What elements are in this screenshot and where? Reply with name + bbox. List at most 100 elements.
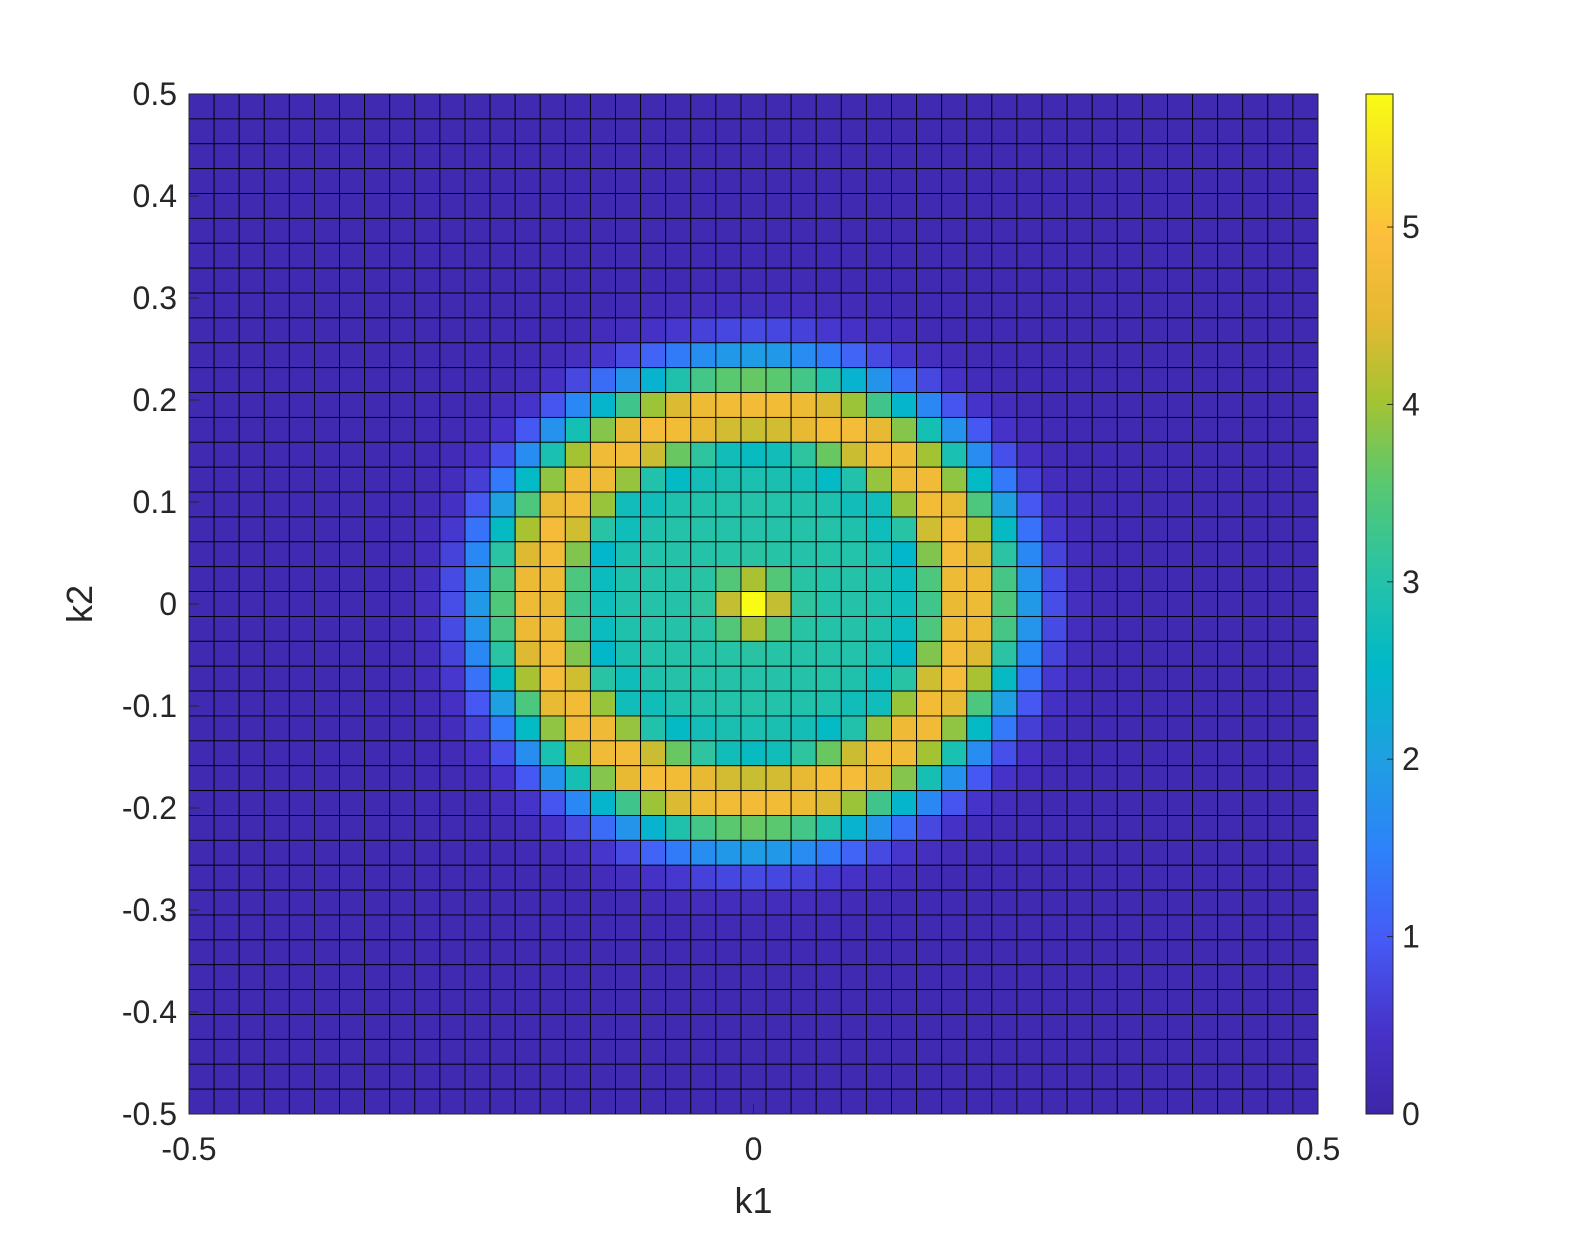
heatmap-cell — [640, 292, 667, 319]
heatmap-cell — [1091, 342, 1118, 369]
heatmap-cell — [991, 392, 1018, 418]
heatmap-cell — [213, 939, 240, 966]
heatmap-cell — [966, 292, 993, 319]
heatmap-cell — [389, 1088, 416, 1115]
heatmap-cell — [690, 491, 717, 518]
heatmap-cell — [690, 566, 717, 593]
x-tick-label: -0.5 — [161, 1131, 216, 1167]
heatmap-cell — [213, 914, 240, 941]
heatmap-cell — [1091, 1063, 1118, 1090]
heatmap-cell — [991, 765, 1018, 792]
heatmap-cell — [288, 516, 315, 543]
heatmap-cell — [263, 815, 290, 841]
heatmap-cell — [765, 939, 792, 966]
x-tick-label: 0 — [745, 1131, 763, 1167]
heatmap-cell — [1116, 267, 1143, 294]
heatmap-cell — [439, 242, 466, 269]
heatmap-cell — [765, 640, 792, 667]
heatmap-cell — [188, 392, 215, 418]
heatmap-cell — [1292, 740, 1319, 767]
heatmap-cell — [941, 193, 968, 219]
heatmap-cell — [690, 317, 717, 344]
heatmap-cell — [665, 889, 692, 916]
heatmap-cell — [865, 964, 892, 991]
heatmap-cell — [389, 740, 416, 767]
heatmap-cell — [188, 367, 215, 393]
heatmap-cell — [865, 93, 892, 120]
heatmap-cell — [213, 491, 240, 518]
heatmap-cell — [313, 566, 340, 593]
heatmap-cell — [740, 118, 767, 145]
heatmap-cell — [840, 367, 867, 393]
heatmap-cell — [1242, 566, 1269, 593]
heatmap-cell — [263, 640, 290, 667]
heatmap-cell — [464, 466, 491, 493]
heatmap-cell — [389, 790, 416, 816]
heatmap-cell — [539, 964, 566, 991]
heatmap-cell — [414, 914, 441, 941]
heatmap-cell — [464, 889, 491, 916]
heatmap-cell — [615, 267, 642, 294]
heatmap-cell — [389, 690, 416, 717]
heatmap-cell — [815, 441, 842, 468]
heatmap-cell — [439, 989, 466, 1015]
heatmap-cell — [263, 193, 290, 219]
heatmap-cell — [1041, 168, 1068, 194]
heatmap-cell — [1116, 441, 1143, 468]
heatmap-cell — [564, 541, 591, 568]
heatmap-cell — [765, 317, 792, 344]
heatmap-cell — [238, 466, 265, 493]
heatmap-cell — [539, 491, 566, 518]
heatmap-cell — [916, 217, 943, 244]
heatmap-cell — [790, 516, 817, 543]
heatmap-cell — [941, 143, 968, 170]
heatmap-cell — [288, 640, 315, 667]
heatmap-cell — [188, 292, 215, 319]
heatmap-cell — [514, 466, 541, 493]
heatmap-cell — [263, 1063, 290, 1090]
heatmap-cell — [238, 242, 265, 269]
heatmap-cell — [389, 615, 416, 642]
y-tick-label: 0 — [159, 586, 177, 622]
heatmap-cell — [389, 267, 416, 294]
heatmap-cell — [464, 1014, 491, 1040]
heatmap-cell — [1192, 118, 1219, 145]
heatmap-cell — [966, 790, 993, 816]
heatmap-cell — [564, 690, 591, 717]
heatmap-cell — [615, 665, 642, 692]
heatmap-cell — [665, 516, 692, 543]
heatmap-cell — [414, 491, 441, 518]
heatmap-cell — [439, 143, 466, 170]
heatmap-cell — [1267, 591, 1294, 617]
heatmap-cell — [1242, 193, 1269, 219]
heatmap-cell — [213, 640, 240, 667]
heatmap-cell — [1091, 1014, 1118, 1040]
heatmap-cell — [891, 392, 918, 418]
heatmap-cell — [815, 914, 842, 941]
heatmap-cell — [263, 914, 290, 941]
heatmap-cell — [389, 168, 416, 194]
heatmap-cell — [966, 392, 993, 418]
heatmap-cell — [1217, 790, 1244, 816]
heatmap-cell — [263, 342, 290, 369]
heatmap-cell — [213, 889, 240, 916]
heatmap-cell — [665, 740, 692, 767]
heatmap-cell — [364, 640, 391, 667]
heatmap-cell — [815, 143, 842, 170]
heatmap-cell — [1141, 640, 1168, 667]
heatmap-cell — [564, 715, 591, 742]
heatmap-cell — [865, 1063, 892, 1090]
heatmap-cell — [313, 541, 340, 568]
heatmap-cell — [941, 864, 968, 891]
heatmap-cell — [690, 591, 717, 617]
heatmap-cell — [313, 93, 340, 120]
heatmap-cell — [740, 168, 767, 194]
heatmap-cell — [690, 615, 717, 642]
heatmap-cell — [1116, 889, 1143, 916]
heatmap-cell — [1091, 1038, 1118, 1065]
heatmap-cell — [966, 317, 993, 344]
heatmap-cell — [1116, 665, 1143, 692]
heatmap-cell — [615, 441, 642, 468]
heatmap-cell — [715, 765, 742, 792]
